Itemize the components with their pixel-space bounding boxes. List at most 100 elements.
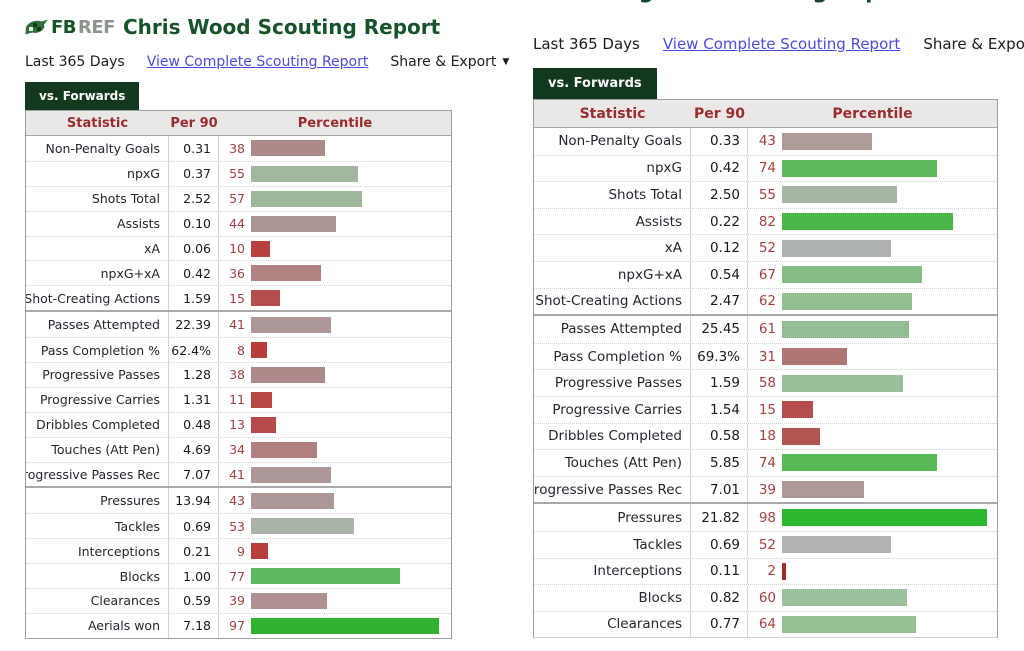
stat-label: Progressive Passes bbox=[534, 370, 691, 396]
percentile-value: 10 bbox=[229, 241, 245, 256]
table-row: npxG+xA 0.54 67 bbox=[534, 260, 997, 288]
percentile-value: 43 bbox=[229, 493, 245, 509]
table-row: Touches (Att Pen) 4.69 34 bbox=[26, 436, 451, 462]
percentile-value: 38 bbox=[229, 140, 245, 156]
table-row: Assists 0.10 44 bbox=[26, 210, 451, 236]
percentile-bar bbox=[782, 589, 908, 607]
tab-vs-forwards[interactable]: vs. Forwards bbox=[25, 82, 140, 110]
percentile-value: 55 bbox=[229, 166, 245, 182]
percentile-cell: 39 bbox=[219, 589, 451, 613]
stat-label: Interceptions bbox=[26, 539, 169, 564]
share-export-label: Share & Export bbox=[390, 54, 497, 70]
percentile-value: 41 bbox=[229, 317, 245, 333]
per90-value: 0.31 bbox=[169, 136, 219, 161]
percentile-bar bbox=[251, 441, 317, 458]
per90-value: 0.10 bbox=[169, 211, 219, 236]
share-export-button[interactable]: Share & Export ▼ bbox=[390, 54, 509, 70]
share-export-button[interactable]: Share & Export ▼ bbox=[923, 35, 1024, 53]
percentile-value: 97 bbox=[229, 618, 245, 634]
percentile-bar bbox=[782, 401, 814, 419]
percentile-value: 98 bbox=[758, 509, 776, 526]
column-header-percentile: Percentile bbox=[297, 115, 373, 131]
percentile-value: 9 bbox=[237, 543, 245, 559]
stat-group: Passes Attempted 25.45 61 Pass Completion %… bbox=[534, 314, 997, 503]
percentile-bar-track bbox=[782, 186, 991, 204]
table-row: Shots Total 2.50 55 bbox=[534, 181, 997, 208]
percentile-value: 52 bbox=[758, 240, 776, 257]
stat-group: Pressures 21.82 98 Tackles 0.69 52 Interceptio… bbox=[534, 502, 997, 638]
percentile-value: 44 bbox=[229, 216, 245, 232]
per90-value: 25.45 bbox=[691, 316, 748, 343]
percentile-bar-track bbox=[782, 401, 991, 419]
percentile-cell: 36 bbox=[219, 261, 451, 285]
percentile-cell: 55 bbox=[748, 182, 997, 208]
percentile-bar-track bbox=[251, 592, 445, 609]
per90-value: 2.52 bbox=[169, 186, 219, 211]
percentile-cell: 77 bbox=[219, 564, 451, 588]
right-meta-row: Last 365 Days View Complete Scouting Rep… bbox=[533, 33, 1024, 54]
view-complete-scouting-report-link[interactable]: View Complete Scouting Report bbox=[146, 54, 369, 70]
table-row: Clearances 0.77 64 bbox=[534, 610, 997, 638]
stat-label: Progressive Passes Rec bbox=[534, 476, 691, 503]
fbref-bird-icon bbox=[25, 18, 49, 37]
per90-value: 1.59 bbox=[691, 370, 748, 396]
table-row: Aerials won 7.18 97 bbox=[26, 612, 451, 638]
percentile-bar bbox=[782, 266, 923, 284]
percentile-bar bbox=[782, 374, 904, 392]
percentile-cell: 31 bbox=[748, 344, 997, 370]
percentile-bar-track bbox=[782, 239, 991, 257]
fbref-logo[interactable]: FB REF bbox=[25, 17, 115, 38]
per90-value: 0.59 bbox=[169, 589, 219, 613]
stat-label: Pressures bbox=[26, 488, 169, 514]
table-header-row: Statistic Per 90 Percentile bbox=[26, 111, 451, 136]
percentile-bar bbox=[251, 366, 325, 383]
percentile-value: 53 bbox=[229, 518, 245, 534]
table-row: Tackles 0.69 53 bbox=[26, 513, 451, 539]
table-row: Progressive Passes 1.28 38 bbox=[26, 362, 451, 387]
percentile-bar-track bbox=[782, 292, 991, 310]
percentile-cell: 97 bbox=[219, 614, 451, 638]
percentile-cell: 43 bbox=[219, 488, 451, 513]
per90-value: 13.94 bbox=[169, 488, 219, 514]
per90-value: 69.3% bbox=[691, 343, 748, 370]
percentile-bar-track bbox=[782, 589, 991, 607]
table-row: Passes Attempted 25.45 61 bbox=[534, 316, 997, 343]
percentile-bar bbox=[251, 265, 321, 282]
page-title: Chris Wood Scouting Report bbox=[122, 15, 441, 39]
per90-value: 62.4% bbox=[169, 338, 219, 363]
percentile-bar bbox=[251, 391, 273, 408]
percentile-cell: 18 bbox=[748, 424, 997, 450]
percentile-bar bbox=[782, 481, 864, 499]
percentile-value: 74 bbox=[758, 454, 776, 471]
stat-label: Tackles bbox=[26, 514, 169, 539]
percentile-value: 52 bbox=[758, 536, 776, 553]
table-row: Progressive Passes 1.59 58 bbox=[534, 369, 997, 396]
table-row: Shot-Creating Actions 2.47 62 bbox=[534, 287, 997, 315]
percentile-value: 82 bbox=[758, 213, 776, 230]
stat-label: Passes Attempted bbox=[534, 316, 691, 343]
tab-vs-forwards[interactable]: vs. Forwards bbox=[533, 68, 657, 99]
left-report: FB REF Chris Wood Scouting Report Last 36… bbox=[25, 12, 509, 639]
stat-label: Clearances bbox=[26, 589, 169, 613]
clipped-page-title: Wout Weghorst Scouting Report bbox=[533, 0, 1011, 8]
percentile-bar-track bbox=[251, 265, 445, 282]
percentile-value: 62 bbox=[758, 293, 776, 310]
per90-value: 1.00 bbox=[169, 564, 219, 589]
per90-value: 2.47 bbox=[691, 288, 748, 315]
percentile-bar-track bbox=[782, 132, 991, 150]
table-row: Blocks 1.00 77 bbox=[26, 563, 451, 589]
table-row: Pressures 21.82 98 bbox=[534, 504, 997, 531]
view-complete-scouting-report-link[interactable]: View Complete Scouting Report bbox=[662, 34, 901, 53]
percentile-bar-track bbox=[251, 416, 445, 433]
percentile-cell: 82 bbox=[748, 209, 997, 235]
per90-value: 22.39 bbox=[169, 312, 219, 338]
percentile-bar bbox=[782, 562, 787, 580]
percentile-bar bbox=[251, 568, 401, 585]
percentile-bar-track bbox=[782, 320, 991, 338]
percentile-bar-track bbox=[251, 441, 445, 458]
table-row: Interceptions 0.11 2 bbox=[534, 557, 997, 585]
percentile-cell: 62 bbox=[748, 289, 997, 315]
percentile-cell: 44 bbox=[219, 212, 451, 236]
percentile-bar bbox=[782, 159, 937, 177]
per90-value: 0.77 bbox=[691, 611, 748, 638]
